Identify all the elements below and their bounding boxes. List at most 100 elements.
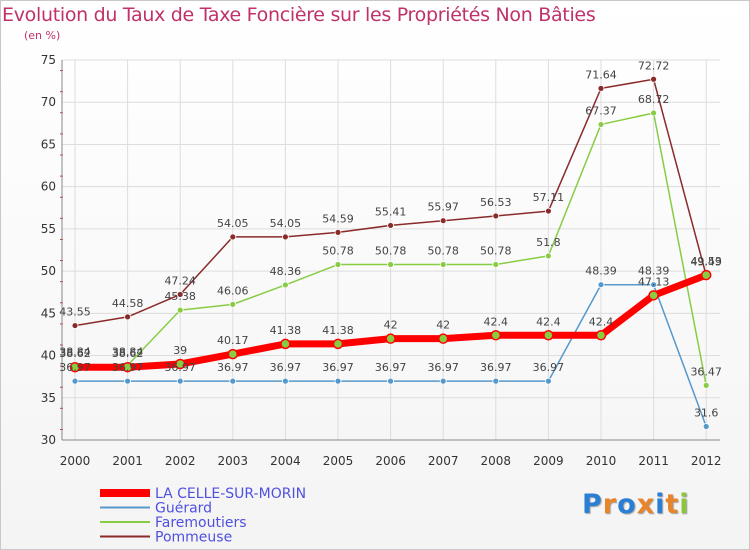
data-point bbox=[543, 330, 554, 341]
data-label: 54.59 bbox=[322, 212, 354, 225]
data-label: 36.97 bbox=[480, 361, 512, 374]
data-label: 51.8 bbox=[536, 236, 561, 249]
data-label: 49.53 bbox=[690, 255, 722, 268]
data-label: 44.58 bbox=[112, 297, 144, 310]
data-label: 38.84 bbox=[59, 345, 91, 358]
data-label: 36.97 bbox=[217, 361, 249, 374]
data-point bbox=[281, 377, 289, 385]
data-point bbox=[595, 330, 607, 341]
data-point bbox=[648, 290, 659, 301]
data-point bbox=[702, 381, 710, 389]
data-point bbox=[437, 333, 449, 344]
legend-entry: Pommeuse bbox=[155, 530, 232, 546]
data-label: 49.49 bbox=[690, 255, 722, 268]
y-tick-label: 50 bbox=[41, 264, 56, 278]
data-label: 50.78 bbox=[375, 245, 407, 258]
data-label: 50.78 bbox=[427, 245, 459, 258]
data-point bbox=[124, 313, 131, 321]
data-point bbox=[174, 358, 186, 370]
data-label: 42.4 bbox=[536, 315, 561, 328]
proxiti-logo: Proxiti bbox=[582, 489, 690, 520]
data-label: 56.53 bbox=[480, 196, 512, 209]
x-tick-label: 2008 bbox=[481, 454, 512, 468]
data-point bbox=[281, 233, 289, 241]
data-label: 36.97 bbox=[533, 361, 565, 374]
x-tick-label: 2005 bbox=[323, 454, 354, 468]
y-tick-label: 30 bbox=[41, 433, 56, 447]
data-point bbox=[545, 377, 552, 385]
data-label: 41.38 bbox=[270, 324, 302, 337]
data-label: 54.05 bbox=[270, 217, 302, 230]
data-point bbox=[702, 423, 710, 430]
data-point bbox=[176, 377, 184, 385]
data-label: 50.78 bbox=[322, 245, 354, 258]
data-label: 47.13 bbox=[638, 275, 670, 288]
logo-letter: r bbox=[602, 489, 618, 520]
data-label: 68.72 bbox=[638, 93, 670, 106]
data-label: 40.17 bbox=[217, 334, 249, 347]
data-label: 38.62 bbox=[59, 347, 91, 360]
legend-entry: LA CELLE-SUR-MORIN bbox=[155, 486, 306, 502]
data-point bbox=[334, 228, 342, 236]
x-tick-label: 2007 bbox=[428, 454, 459, 468]
x-tick-label: 2009 bbox=[533, 454, 564, 468]
data-label: 36.97 bbox=[59, 361, 91, 374]
y-tick-label: 60 bbox=[41, 180, 56, 194]
logo-letter: o bbox=[617, 489, 637, 520]
data-label: 42 bbox=[436, 319, 450, 332]
data-label: 55.41 bbox=[375, 205, 407, 218]
data-point bbox=[281, 281, 289, 289]
data-label: 54.05 bbox=[217, 217, 249, 230]
data-point bbox=[71, 322, 79, 329]
data-label: 36.97 bbox=[322, 361, 354, 374]
x-tick-label: 2010 bbox=[586, 454, 617, 468]
data-label: 50.78 bbox=[480, 245, 512, 258]
y-tick-label: 75 bbox=[41, 53, 56, 67]
logo-letter: x bbox=[636, 489, 656, 520]
data-label: 72.72 bbox=[638, 59, 670, 72]
logo-letter: P bbox=[582, 489, 603, 520]
legend-entry: Faremoutiers bbox=[155, 515, 247, 531]
axis-layer: 30 35 40 45 50 55 60 65 70 75 2000 2001 2002 2003 2004… bbox=[41, 53, 722, 468]
logo-letter: i bbox=[679, 489, 690, 520]
series-layer bbox=[69, 75, 712, 430]
data-label: 36.97 bbox=[112, 361, 144, 374]
data-label: 48.39 bbox=[585, 265, 617, 278]
data-point bbox=[334, 261, 342, 268]
legend: LA CELLE-SUR-MORINGuérardFaremoutiersPom… bbox=[100, 486, 306, 546]
y-tick-label: 45 bbox=[41, 306, 56, 320]
data-label: 42.4 bbox=[589, 315, 614, 328]
data-label: 45.38 bbox=[164, 290, 196, 303]
data-point bbox=[597, 121, 605, 128]
data-point bbox=[545, 252, 552, 260]
data-point bbox=[69, 361, 81, 373]
data-label: 48.36 bbox=[270, 265, 302, 278]
data-label: 47.24 bbox=[164, 274, 196, 287]
x-tick-label: 2003 bbox=[218, 454, 249, 468]
data-point bbox=[597, 84, 605, 92]
x-tick-label: 2000 bbox=[60, 454, 91, 468]
data-point bbox=[280, 338, 291, 350]
y-tick-label: 70 bbox=[41, 95, 56, 109]
data-point bbox=[545, 207, 552, 215]
data-point bbox=[385, 333, 396, 344]
data-label: 36.97 bbox=[427, 361, 459, 374]
chart-title: Evolution du Taux de Taxe Foncière sur l… bbox=[2, 4, 596, 26]
data-point bbox=[176, 306, 184, 314]
data-point bbox=[492, 261, 500, 268]
data-label: 55.97 bbox=[427, 201, 459, 214]
data-label: 57.11 bbox=[533, 191, 565, 204]
data-label-layer: 38.62 38.62 39 40.17 41.38 41.38 42 42 42.4 42.4 4… bbox=[59, 59, 722, 419]
logo-letter: t bbox=[665, 489, 680, 520]
data-point bbox=[229, 377, 237, 385]
logo-letter: i bbox=[655, 489, 666, 520]
data-label: 42.4 bbox=[484, 315, 509, 328]
legend-entry: Guérard bbox=[155, 501, 212, 517]
y-tick-label: 40 bbox=[41, 349, 56, 363]
x-tick-label: 2004 bbox=[270, 454, 301, 468]
data-point bbox=[490, 330, 502, 341]
data-label: 41.38 bbox=[322, 324, 354, 337]
data-point bbox=[650, 109, 657, 117]
data-label: 43.55 bbox=[59, 306, 91, 319]
data-point bbox=[650, 281, 657, 289]
